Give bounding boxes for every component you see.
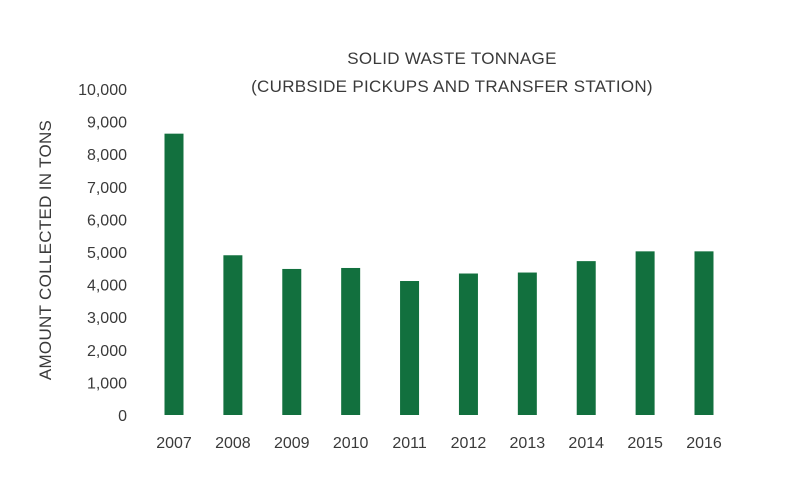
bar-2009	[282, 268, 302, 415]
chart-title: SOLID WASTE TONNAGE	[347, 49, 556, 68]
y-tick-label: 6,000	[87, 212, 127, 229]
y-tick-label: 9,000	[87, 115, 127, 132]
x-tick-label: 2010	[333, 435, 369, 452]
x-tick-label: 2007	[156, 435, 192, 452]
bar-2016	[694, 251, 714, 415]
bars-group	[164, 133, 714, 416]
x-tick-label: 2016	[686, 435, 722, 452]
bar-2008	[223, 255, 243, 415]
bar-2012	[458, 273, 478, 415]
bar-2010	[341, 267, 361, 415]
y-tick-label: 4,000	[87, 278, 127, 295]
x-axis-ticks: 2007 2008 2009 2010 2011 2012 2013 2014 2015 2016	[156, 435, 722, 452]
y-tick-label: 5,000	[87, 245, 127, 262]
x-tick-label: 2008	[215, 435, 251, 452]
x-tick-label: 2009	[274, 435, 310, 452]
bar-2011	[400, 281, 420, 415]
chart-subtitle: (CURBSIDE PICKUPS AND TRANSFER STATION)	[251, 77, 653, 96]
bar-2015	[635, 251, 655, 415]
y-tick-label: 8,000	[87, 147, 127, 164]
x-tick-label: 2013	[510, 435, 546, 452]
y-tick-label: 7,000	[87, 180, 127, 197]
y-tick-label: 2,000	[87, 343, 127, 360]
y-tick-label: 0	[118, 408, 127, 425]
y-tick-label: 10,000	[78, 82, 127, 99]
y-axis-label: AMOUNT COLLECTED IN TONS	[36, 120, 55, 380]
bar-2014	[576, 261, 596, 415]
y-axis-ticks: 0 1,000 2,000 3,000 4,000 5,000 6,000 7,000 8,00…	[78, 82, 127, 425]
x-tick-label: 2011	[392, 435, 427, 452]
bar-2013	[517, 272, 537, 415]
y-tick-label: 1,000	[87, 375, 127, 392]
x-tick-label: 2014	[568, 435, 604, 452]
x-tick-label: 2015	[627, 435, 663, 452]
x-tick-label: 2012	[451, 435, 487, 452]
y-tick-label: 3,000	[87, 310, 127, 327]
bar-2007	[164, 133, 184, 416]
